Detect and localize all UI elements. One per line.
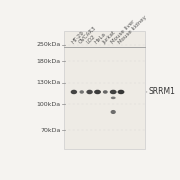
Text: 70kDa: 70kDa: [40, 128, 61, 133]
Ellipse shape: [71, 90, 77, 94]
Ellipse shape: [118, 90, 124, 94]
Ellipse shape: [111, 110, 116, 114]
Text: 250kDa: 250kDa: [37, 42, 61, 47]
Ellipse shape: [86, 90, 93, 94]
Ellipse shape: [80, 90, 84, 94]
Ellipse shape: [94, 90, 101, 94]
Text: Mouse liver: Mouse liver: [110, 19, 135, 45]
Text: 180kDa: 180kDa: [37, 59, 61, 64]
Ellipse shape: [111, 96, 116, 99]
Ellipse shape: [110, 90, 117, 94]
Text: LO2: LO2: [86, 34, 97, 45]
Bar: [64, 31, 145, 149]
Ellipse shape: [103, 90, 108, 94]
Text: 100kDa: 100kDa: [37, 102, 61, 107]
Text: HeLa: HeLa: [94, 32, 107, 45]
Text: Mouse kidney: Mouse kidney: [118, 15, 148, 45]
Text: 130kDa: 130kDa: [37, 80, 61, 85]
Text: HT-29: HT-29: [70, 30, 85, 45]
Text: OVCAR3: OVCAR3: [78, 26, 98, 45]
Text: Jurkat: Jurkat: [102, 30, 117, 45]
Text: SRRM1: SRRM1: [148, 87, 175, 96]
